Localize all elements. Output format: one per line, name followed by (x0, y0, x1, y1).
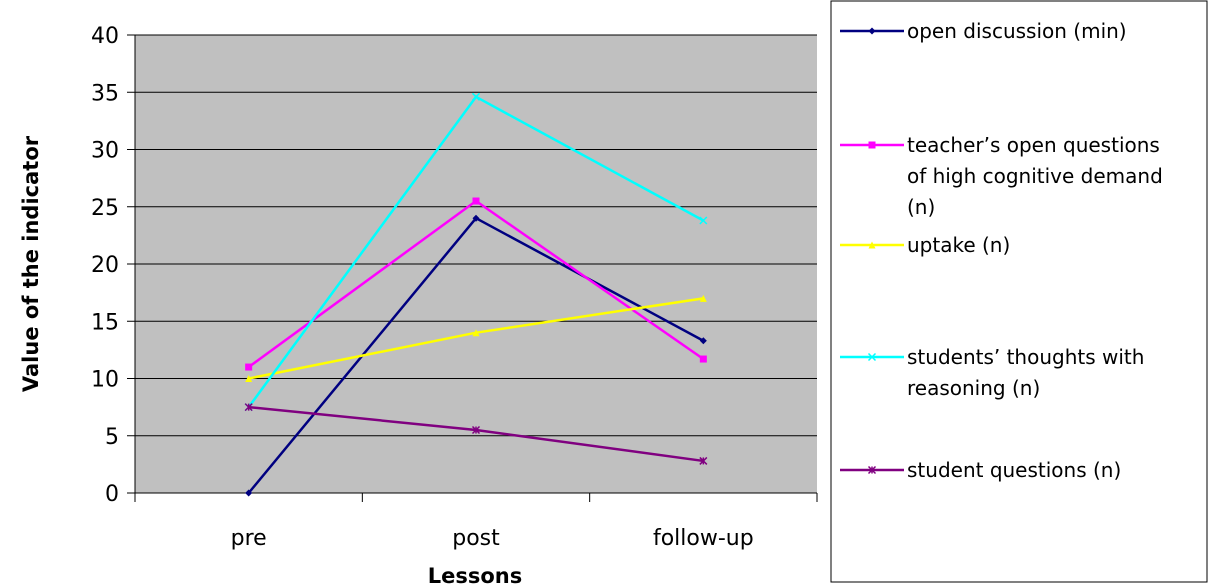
x-tick-label: follow-up (653, 526, 754, 551)
legend-entry-2: teacher’s open questions of high cognitiv… (840, 133, 1163, 219)
legend-label: student questions (n) (907, 458, 1121, 482)
legend-marker (867, 352, 877, 362)
x-axis-title: Lessons (428, 564, 523, 586)
series-3 (245, 294, 707, 382)
data-point (699, 355, 707, 363)
y-tick-label: 35 (91, 81, 119, 106)
data-point (472, 197, 480, 205)
data-point (245, 375, 253, 382)
legend-label: reasoning (n) (907, 376, 1040, 400)
y-tick-label: 40 (91, 24, 119, 49)
legend-label: (n) (907, 195, 935, 219)
data-point (244, 403, 253, 412)
x-tick-label: post (452, 526, 500, 551)
legend-entry-1: open discussion (min) (840, 19, 1127, 43)
y-tick-label: 15 (91, 310, 119, 335)
y-tick-label: 25 (91, 196, 119, 221)
legend-box (830, 0, 1208, 583)
legend-entry-3: uptake (n) (840, 233, 1010, 257)
data-point (472, 329, 480, 337)
y-tick-label: 0 (105, 482, 119, 507)
data-point (699, 216, 708, 225)
legend-label: teacher’s open questions (907, 133, 1160, 157)
data-point (245, 489, 253, 497)
series-5 (244, 403, 708, 465)
legend-entry-5: student questions (n) (840, 458, 1121, 482)
legend-label: uptake (n) (907, 233, 1010, 257)
legend-marker (868, 27, 876, 35)
data-point (699, 337, 707, 345)
data-point (245, 363, 253, 371)
legend-marker (868, 141, 876, 149)
y-axis-title: Value of the indicator (19, 135, 43, 392)
y-tick-label: 30 (91, 139, 119, 164)
legend-marker (868, 241, 876, 249)
x-tick-label: pre (231, 526, 267, 551)
data-point (471, 425, 481, 435)
legend-marker (867, 465, 877, 475)
series-2 (245, 197, 707, 371)
legend-label: students’ thoughts with (907, 345, 1144, 369)
data-point (699, 294, 707, 302)
legend-entry-4: students’ thoughts with reasoning (n) (840, 345, 1144, 400)
legend-label: open discussion (min) (907, 19, 1127, 43)
data-point (699, 456, 708, 465)
data-point (472, 214, 480, 222)
data-point (471, 92, 481, 101)
y-tick-label: 20 (91, 253, 119, 278)
y-tick-label: 5 (105, 425, 119, 450)
series-1 (245, 214, 707, 497)
y-tick-label: 10 (91, 368, 119, 393)
legend-label: of high cognitive demand (907, 164, 1163, 188)
